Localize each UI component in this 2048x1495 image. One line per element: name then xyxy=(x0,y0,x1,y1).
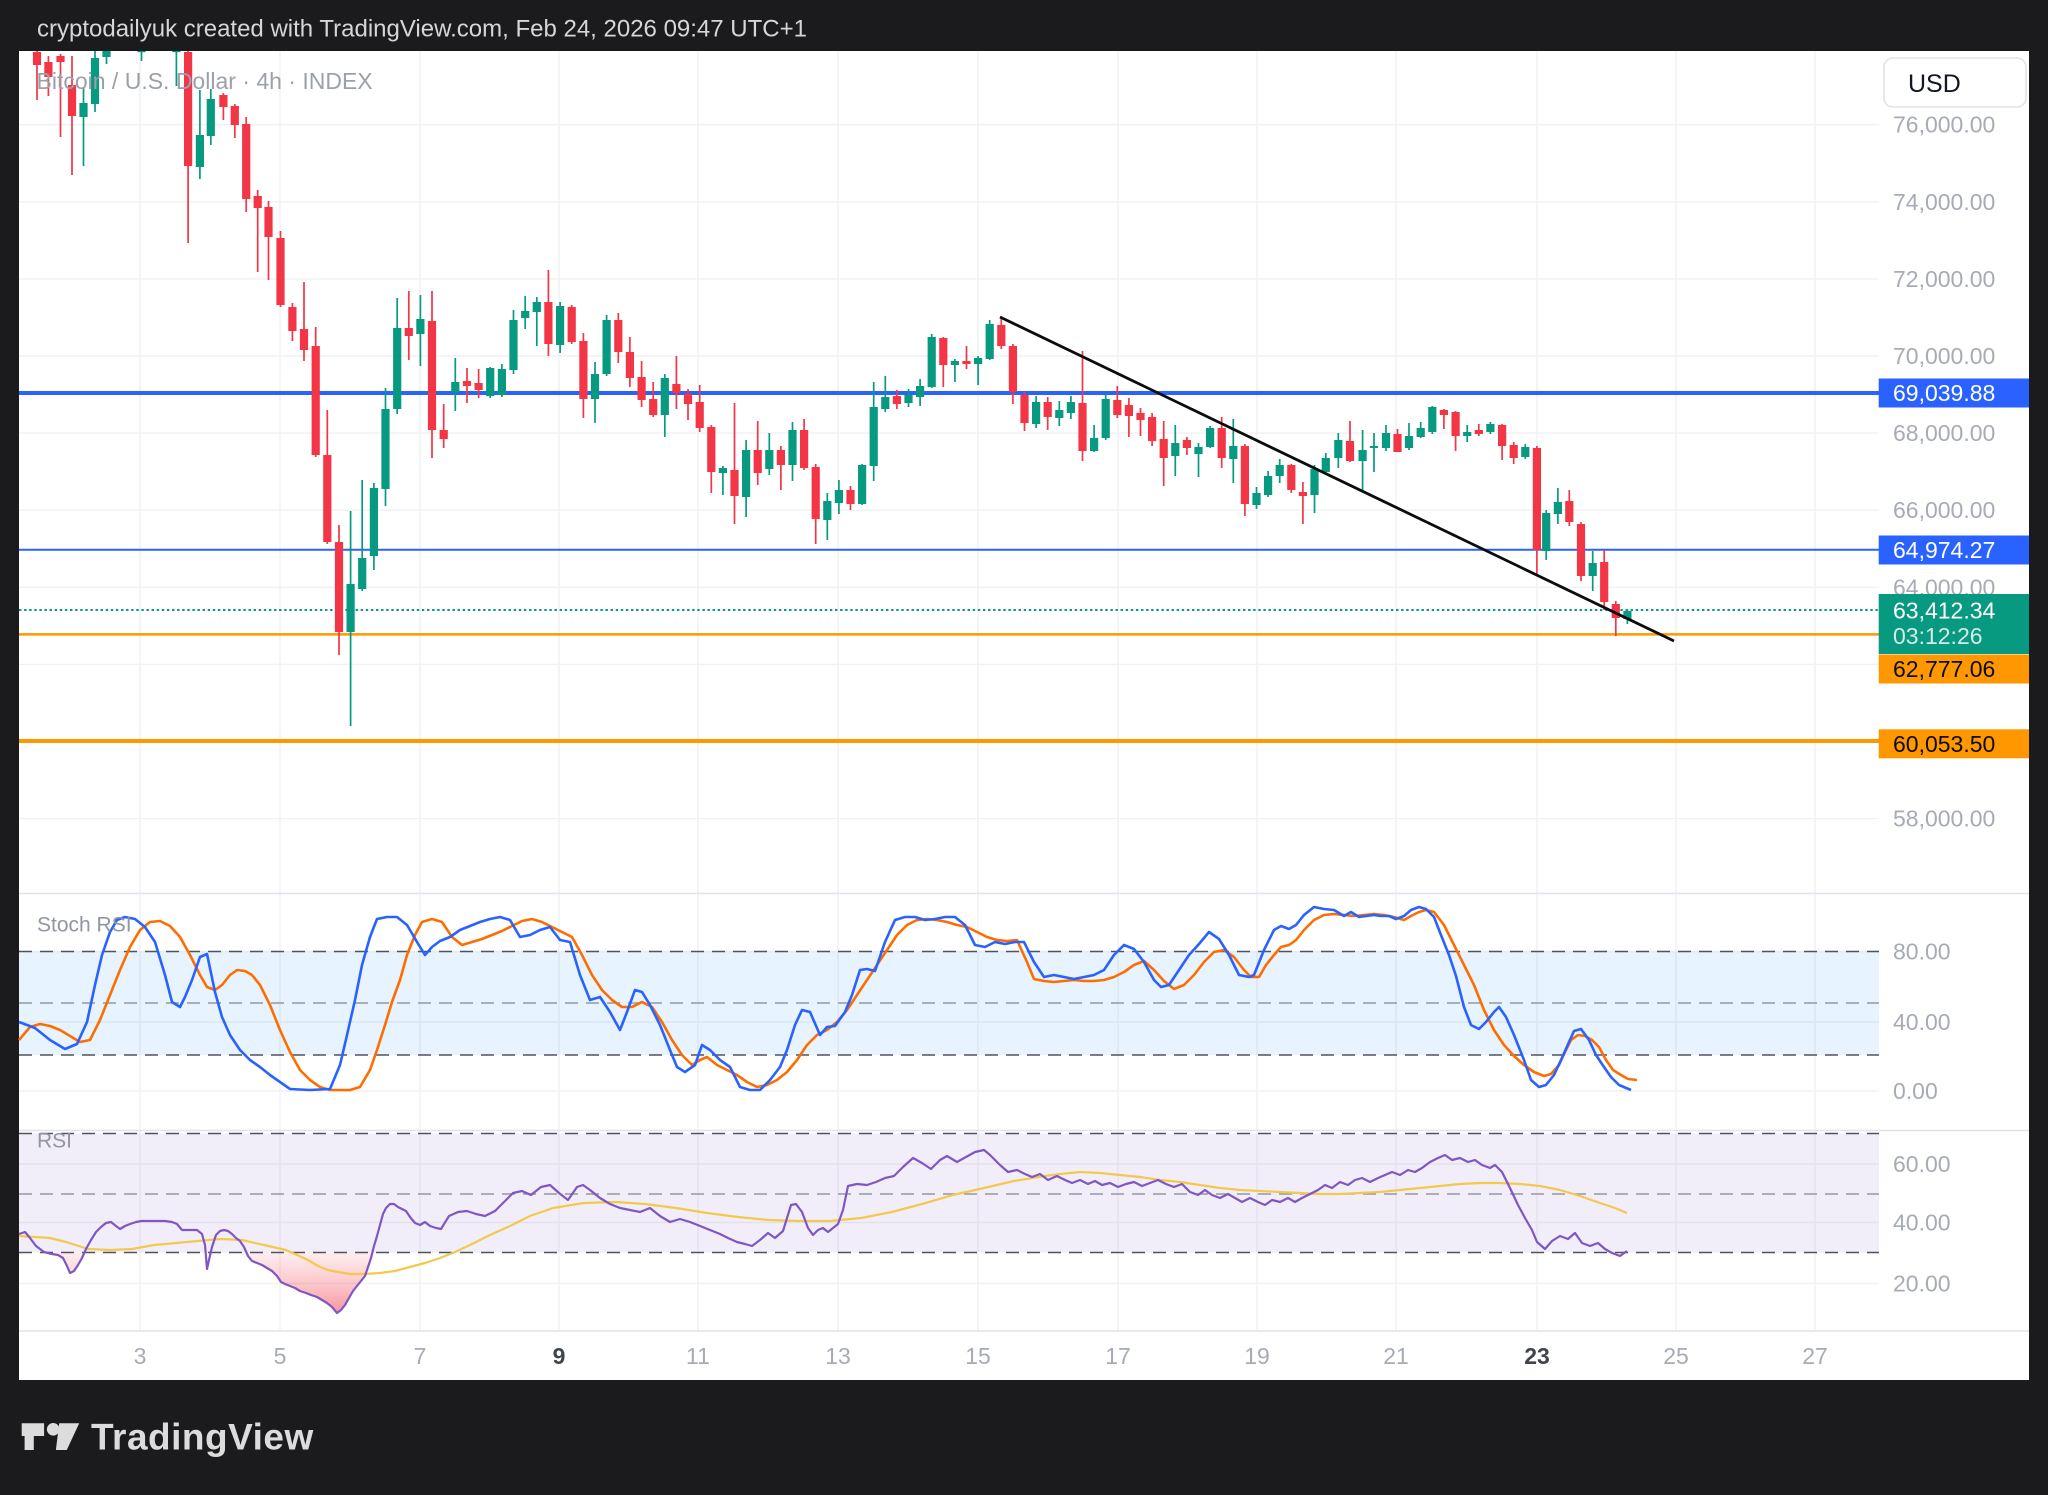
svg-text:62,777.06: 62,777.06 xyxy=(1893,656,1995,682)
svg-text:72,000.00: 72,000.00 xyxy=(1893,266,1995,292)
svg-text:19: 19 xyxy=(1244,1343,1270,1369)
svg-text:64,974.27: 64,974.27 xyxy=(1893,537,1995,563)
svg-text:0.00: 0.00 xyxy=(1893,1078,1938,1104)
svg-text:80.00: 80.00 xyxy=(1893,939,1951,965)
svg-text:11: 11 xyxy=(686,1343,710,1369)
svg-text:5: 5 xyxy=(274,1343,287,1369)
svg-text:9: 9 xyxy=(553,1343,566,1369)
svg-text:03:12:26: 03:12:26 xyxy=(1893,623,1983,649)
svg-text:Bitcoin / U.S. Dollar · 4h · I: Bitcoin / U.S. Dollar · 4h · INDEX xyxy=(37,68,373,94)
svg-text:60.00: 60.00 xyxy=(1893,1151,1951,1177)
svg-text:58,000.00: 58,000.00 xyxy=(1893,806,1995,832)
svg-text:RSI: RSI xyxy=(37,1130,72,1153)
svg-text:76,000.00: 76,000.00 xyxy=(1893,112,1995,138)
svg-text:USD: USD xyxy=(1908,70,1961,98)
svg-text:74,000.00: 74,000.00 xyxy=(1893,189,1995,215)
svg-text:13: 13 xyxy=(825,1343,851,1369)
svg-text:17: 17 xyxy=(1105,1343,1131,1369)
svg-text:20.00: 20.00 xyxy=(1893,1271,1951,1297)
svg-text:70,000.00: 70,000.00 xyxy=(1893,343,1995,369)
svg-text:15: 15 xyxy=(965,1343,991,1369)
svg-text:40.00: 40.00 xyxy=(1893,1009,1951,1035)
svg-text:27: 27 xyxy=(1802,1343,1828,1369)
svg-text:40.00: 40.00 xyxy=(1893,1210,1951,1236)
svg-text:25: 25 xyxy=(1663,1343,1689,1369)
svg-text:60,053.50: 60,053.50 xyxy=(1893,731,1995,757)
svg-text:TradingView: TradingView xyxy=(91,1417,314,1458)
svg-text:68,000.00: 68,000.00 xyxy=(1893,420,1995,446)
svg-text:23: 23 xyxy=(1524,1343,1550,1369)
svg-text:cryptodailyuk created with Tra: cryptodailyuk created with TradingView.c… xyxy=(37,16,807,43)
svg-text:7: 7 xyxy=(414,1343,427,1369)
svg-text:Stoch RSI: Stoch RSI xyxy=(37,914,132,937)
svg-text:21: 21 xyxy=(1383,1343,1409,1369)
svg-text:63,412.34: 63,412.34 xyxy=(1893,598,1996,624)
svg-text:69,039.88: 69,039.88 xyxy=(1893,380,1995,406)
svg-text:3: 3 xyxy=(134,1343,147,1369)
svg-text:66,000.00: 66,000.00 xyxy=(1893,497,1995,523)
